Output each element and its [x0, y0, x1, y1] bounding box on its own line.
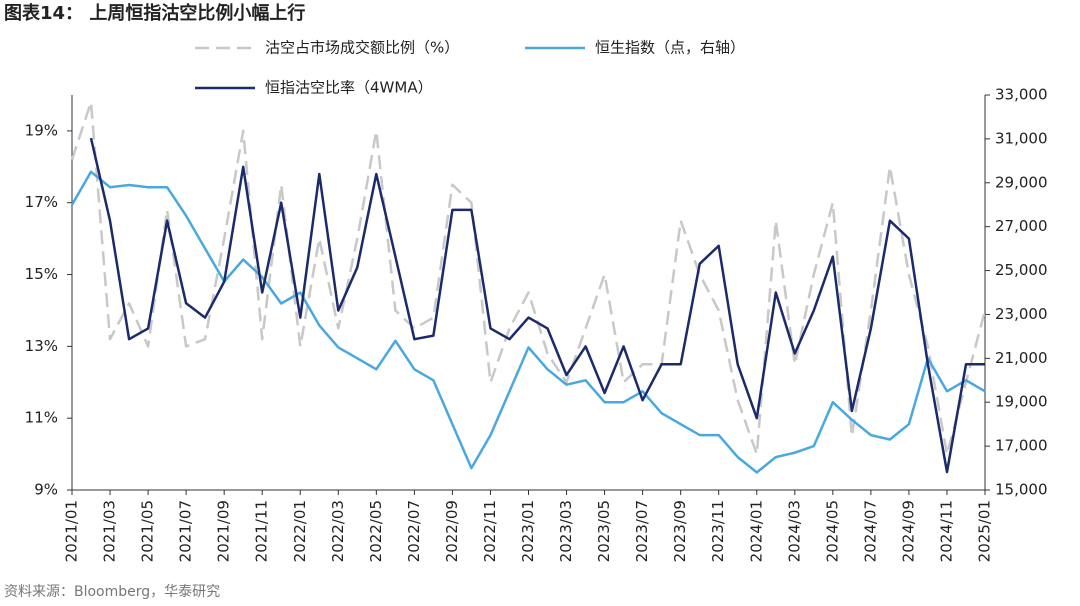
- x-tick-label: 2023/07: [633, 500, 651, 562]
- y-tick-label: 11%: [25, 409, 58, 427]
- legend-label: 恒生指数（点，右轴）: [595, 39, 745, 57]
- x-tick-label: 2023/05: [595, 500, 613, 562]
- x-tick-label: 2023/11: [709, 500, 727, 562]
- x-tick-label: 2021/09: [215, 500, 233, 562]
- x-tick-label: 2023/01: [519, 500, 537, 562]
- y2-tick-label: 21,000: [995, 349, 1048, 367]
- x-tick-label: 2021/11: [253, 500, 271, 562]
- legend-label: 沽空占市场成交额比例（%）: [265, 39, 459, 57]
- x-tick-label: 2024/05: [823, 500, 841, 562]
- y2-tick-label: 23,000: [995, 305, 1048, 323]
- x-tick-label: 2023/03: [557, 500, 575, 562]
- y-tick-label: 13%: [25, 337, 58, 355]
- x-tick-label: 2022/05: [367, 500, 385, 562]
- x-tick-label: 2024/11: [937, 500, 955, 562]
- series-line: [70, 100, 987, 456]
- y2-tick-label: 15,000: [995, 481, 1048, 499]
- x-tick-label: 2024/01: [747, 500, 765, 562]
- y2-tick-label: 31,000: [995, 129, 1048, 147]
- x-tick-label: 2023/09: [671, 500, 689, 562]
- y-tick-label: 19%: [25, 121, 58, 139]
- x-tick-label: 2025/01: [976, 500, 994, 562]
- x-tick-label: 2024/09: [899, 500, 917, 562]
- source-note: 资料来源：Bloomberg，华泰研究: [4, 584, 220, 600]
- y2-tick-label: 19,000: [995, 393, 1048, 411]
- series-line: [89, 137, 985, 474]
- x-tick-label: 2021/03: [101, 500, 119, 562]
- x-tick-label: 2021/01: [63, 500, 81, 562]
- legend-label: 恒指沽空比率（4WMA）: [265, 79, 433, 97]
- x-tick-label: 2022/09: [443, 500, 461, 562]
- x-tick-label: 2022/11: [481, 500, 499, 562]
- y-tick-label: 17%: [25, 193, 58, 211]
- x-tick-label: 2024/07: [861, 500, 879, 562]
- chart-title: 图表14： 上周恒指沽空比例小幅上行: [4, 2, 305, 24]
- x-tick-label: 2022/07: [405, 500, 423, 562]
- y2-tick-label: 27,000: [995, 217, 1048, 235]
- x-tick-label: 2021/05: [139, 500, 157, 562]
- x-tick-label: 2022/01: [291, 500, 309, 562]
- y2-tick-label: 25,000: [995, 261, 1048, 279]
- y2-tick-label: 17,000: [995, 437, 1048, 455]
- x-tick-label: 2021/07: [177, 500, 195, 562]
- x-tick-label: 2024/03: [785, 500, 803, 562]
- y-tick-label: 15%: [25, 265, 58, 283]
- y2-tick-label: 33,000: [995, 86, 1048, 104]
- x-tick-label: 2022/03: [329, 500, 347, 562]
- y-tick-label: 9%: [34, 481, 58, 499]
- y2-tick-label: 29,000: [995, 173, 1048, 191]
